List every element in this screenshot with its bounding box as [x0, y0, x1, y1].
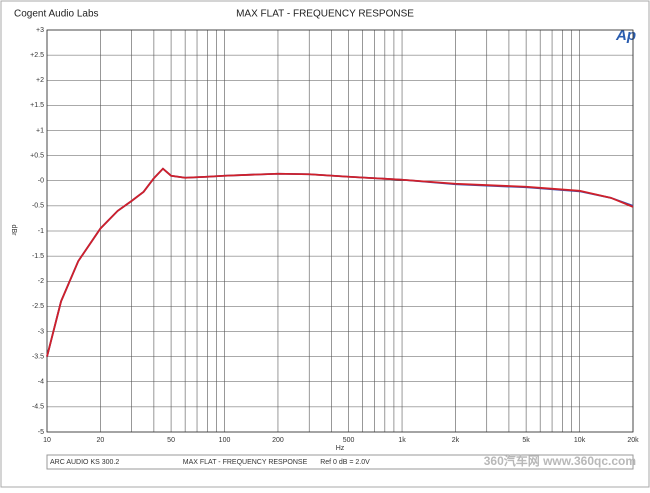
plot-border: [46, 29, 634, 433]
y-tick-label: -4.5: [32, 404, 44, 411]
y-tick-label: +2.5: [30, 52, 44, 59]
watermark: 360汽车网 www.360qc.com: [484, 453, 636, 468]
y-tick-label: -3: [38, 328, 44, 335]
x-tick-label: 2k: [452, 437, 460, 444]
y-tick-label: -1.5: [32, 253, 44, 260]
y-tick-label: +2: [36, 77, 44, 84]
x-tick-label: 500: [343, 437, 355, 444]
y-tick-label: -4: [38, 379, 44, 386]
y-tick-label: -0.5: [32, 203, 44, 210]
y-tick-label: -2.5: [32, 303, 44, 310]
x-tick-label: 10k: [574, 437, 586, 444]
x-tick-label: 200: [272, 437, 284, 444]
x-tick-label: 100: [219, 437, 231, 444]
y-tick-label: -3.5: [32, 353, 44, 360]
footer-text: ARC AUDIO KS 300.2: [50, 459, 119, 466]
y-tick-label: +3: [36, 27, 44, 34]
footer-text: MAX FLAT - FREQUENCY RESPONSE: [183, 459, 308, 466]
y-tick-label: +1: [36, 127, 44, 134]
x-tick-label: 5k: [522, 437, 530, 444]
x-tick-label: 20k: [627, 437, 639, 444]
y-tick-label: -5: [38, 429, 44, 436]
data-line: [46, 167, 634, 357]
x-axis-label: Hz: [336, 445, 345, 452]
x-tick-label: 50: [167, 437, 175, 444]
footer-text: Ref 0 dB = 2.0V: [320, 459, 370, 466]
y-tick-label: -2: [38, 278, 44, 285]
footer-box: [46, 454, 634, 470]
x-tick-label: 10: [43, 437, 51, 444]
x-tick-label: 1k: [398, 437, 406, 444]
y-axis-label: dBr: [10, 225, 17, 237]
y-tick-label: +0.5: [30, 152, 44, 159]
logo: Ap: [615, 27, 636, 44]
company: Cogent Audio Labs: [14, 9, 99, 20]
x-tick-label: 20: [97, 437, 105, 444]
y-tick-label: -0: [38, 178, 44, 185]
y-tick-label: -1: [38, 228, 44, 235]
y-tick-label: +1.5: [30, 102, 44, 109]
chart-title: MAX FLAT - FREQUENCY RESPONSE: [236, 9, 414, 20]
